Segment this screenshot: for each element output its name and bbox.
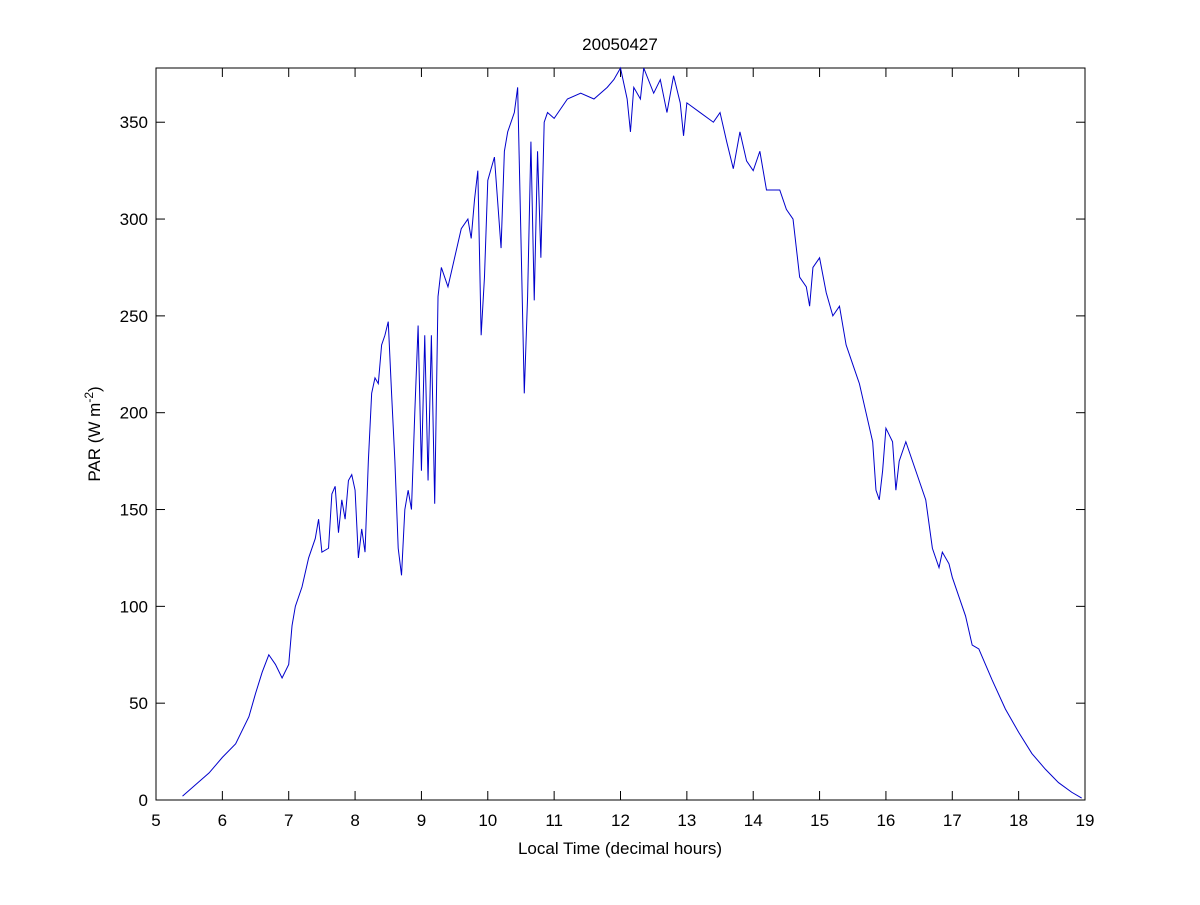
x-tick-label: 8 [350,811,359,830]
y-tick-label: 50 [129,694,148,713]
y-tick-label: 100 [120,597,148,616]
x-tick-label: 15 [810,811,829,830]
y-tick-label: 250 [120,307,148,326]
y-axis-label: PAR (W m-2) [82,386,104,481]
x-tick-label: 18 [1009,811,1028,830]
x-tick-label: 14 [744,811,763,830]
x-axis-label: Local Time (decimal hours) [518,839,722,858]
y-tick-label: 350 [120,113,148,132]
y-tick-label: 200 [120,404,148,423]
x-tick-label: 16 [876,811,895,830]
data-line [182,66,1082,799]
x-tick-label: 11 [545,811,563,830]
x-tick-label: 13 [677,811,696,830]
y-label-main: PAR (W m [85,403,104,482]
x-tick-label: 9 [417,811,426,830]
x-tick-label: 6 [218,811,227,830]
plot-frame [155,67,1086,801]
x-tick-label: 5 [151,811,160,830]
y-tick-label: 0 [139,791,148,810]
x-tick-label: 7 [284,811,293,830]
x-tick-label: 12 [611,811,630,830]
y-tick-label: 300 [120,210,148,229]
y-tick-label: 150 [120,501,148,520]
x-tick-label: 17 [943,811,962,830]
chart-title: 20050427 [582,35,658,54]
y-label-exponent: -2 [82,392,96,403]
x-tick-label: 19 [1076,811,1095,830]
y-label-end: ) [85,386,104,392]
x-tick-label: 10 [478,811,497,830]
